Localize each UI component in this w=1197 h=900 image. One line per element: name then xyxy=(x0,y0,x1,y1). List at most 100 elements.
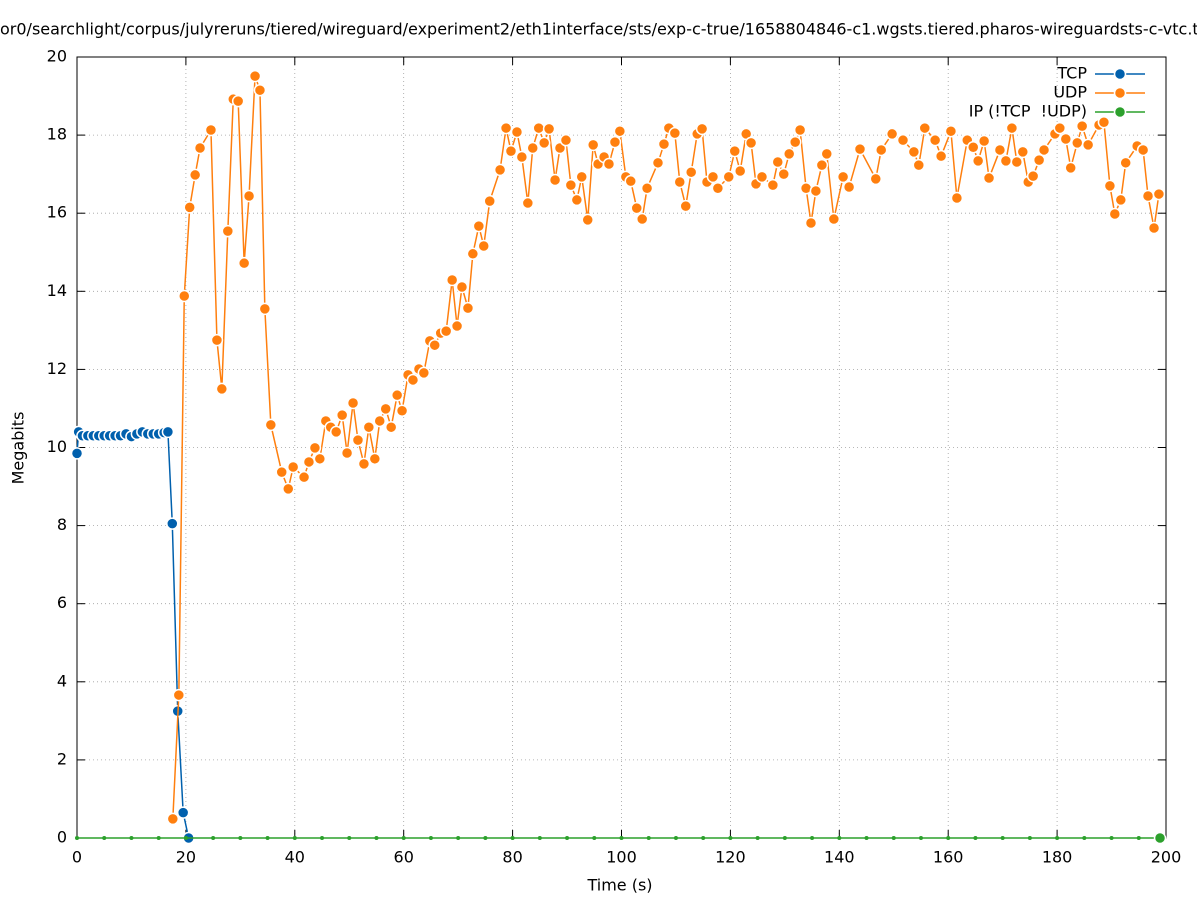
data-point xyxy=(1070,136,1084,150)
data-point xyxy=(242,189,256,203)
data-point xyxy=(483,836,488,840)
data-point xyxy=(231,94,245,108)
data-point xyxy=(793,123,807,137)
data-point xyxy=(347,836,352,840)
data-point xyxy=(483,194,496,208)
data-point xyxy=(864,836,869,840)
data-point xyxy=(515,150,529,164)
data-point xyxy=(836,170,850,184)
data-point xyxy=(869,172,883,186)
data-point xyxy=(827,212,841,226)
data-point xyxy=(472,219,486,233)
data-point xyxy=(1026,169,1040,183)
data-point xyxy=(766,178,780,192)
data-point xyxy=(210,333,224,347)
data-point xyxy=(695,122,709,136)
data-point xyxy=(379,402,392,416)
y-tick-label: 20 xyxy=(47,47,67,66)
data-point xyxy=(211,836,216,840)
data-point xyxy=(340,446,354,460)
data-point xyxy=(934,149,948,163)
data-point xyxy=(1114,193,1128,207)
data-point xyxy=(542,122,556,136)
data-point xyxy=(918,836,923,840)
data-point xyxy=(918,121,932,135)
data-point xyxy=(646,836,651,840)
data-point xyxy=(368,452,382,466)
data-point xyxy=(804,216,818,230)
x-tick-label: 40 xyxy=(285,848,305,867)
data-point xyxy=(777,167,791,181)
data-point xyxy=(1119,156,1132,170)
data-point xyxy=(809,184,823,198)
data-point xyxy=(428,338,441,352)
legend-swatch xyxy=(1113,67,1127,81)
data-point xyxy=(445,273,459,287)
data-point xyxy=(1016,145,1030,159)
data-point xyxy=(510,125,524,139)
data-point xyxy=(510,836,515,840)
y-tick-label: 12 xyxy=(47,359,67,378)
data-point xyxy=(221,224,235,238)
data-point xyxy=(581,213,594,227)
data-point xyxy=(1037,143,1051,157)
data-point xyxy=(178,289,191,303)
data-point xyxy=(586,138,600,152)
data-point xyxy=(673,836,678,840)
data-point xyxy=(308,441,322,455)
legend-swatch xyxy=(1113,105,1127,119)
data-point xyxy=(477,239,490,253)
data-point xyxy=(521,196,535,210)
chart-title: or0/searchlight/corpus/julyreruns/tiered… xyxy=(0,20,1197,39)
data-point xyxy=(1000,836,1005,840)
data-point xyxy=(999,154,1013,168)
data-point xyxy=(564,178,578,192)
data-point xyxy=(592,836,597,840)
data-point xyxy=(1141,189,1155,203)
data-point xyxy=(401,836,406,840)
data-point xyxy=(640,181,654,195)
data-point xyxy=(1081,138,1095,152)
data-point xyxy=(728,836,733,840)
y-tick-label: 0 xyxy=(57,828,67,847)
data-point xyxy=(820,147,834,161)
data-point xyxy=(782,147,796,161)
data-point xyxy=(373,414,386,428)
data-point xyxy=(188,168,202,182)
data-point xyxy=(755,836,760,840)
data-point xyxy=(176,806,190,819)
data-point xyxy=(755,170,769,184)
data-point xyxy=(406,373,420,387)
data-point xyxy=(679,199,693,213)
data-point xyxy=(329,425,343,439)
data-point xyxy=(575,170,589,184)
data-point xyxy=(456,836,461,840)
x-tick-label: 20 xyxy=(176,848,196,867)
data-point xyxy=(684,165,698,179)
data-point xyxy=(624,174,638,188)
data-point xyxy=(183,836,188,840)
data-point xyxy=(102,836,107,840)
data-point xyxy=(733,164,747,178)
data-point xyxy=(417,366,431,380)
data-point xyxy=(1136,143,1150,157)
data-point xyxy=(1010,155,1024,169)
y-tick-label: 16 xyxy=(47,203,67,222)
legend-label: IP (!TCP !UDP) xyxy=(969,102,1087,121)
data-point xyxy=(771,155,785,169)
data-point xyxy=(608,135,622,149)
y-tick-label: 4 xyxy=(57,671,67,690)
data-point xyxy=(166,517,179,530)
x-tick-label: 180 xyxy=(1042,848,1073,867)
data-point xyxy=(1103,179,1117,193)
data-point xyxy=(570,193,584,207)
data-point xyxy=(896,133,910,147)
data-point xyxy=(837,836,842,840)
data-point xyxy=(842,180,856,194)
data-point xyxy=(532,121,545,135)
x-tick-label: 140 xyxy=(824,848,855,867)
data-point xyxy=(891,836,896,840)
data-point xyxy=(993,143,1007,157)
data-point xyxy=(275,465,288,479)
legend-label: UDP xyxy=(1053,83,1087,102)
